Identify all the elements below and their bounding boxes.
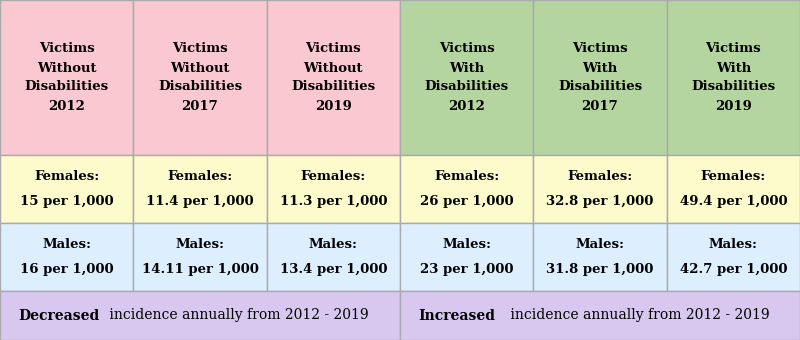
Bar	[266, 223, 400, 291]
Bar	[400, 0, 534, 155]
Text: 26 per 1,000: 26 per 1,000	[420, 194, 514, 207]
Text: Females:: Females:	[567, 170, 633, 184]
Text: Victims
Without
Disabilities
2012: Victims Without Disabilities 2012	[25, 42, 109, 113]
Text: Victims
With
Disabilities
2019: Victims With Disabilities 2019	[691, 42, 775, 113]
Text: Females:: Females:	[167, 170, 233, 184]
Bar	[666, 0, 800, 155]
Text: 16 per 1,000: 16 per 1,000	[20, 262, 114, 275]
Bar	[534, 0, 666, 155]
Text: incidence annually from 2012 - 2019: incidence annually from 2012 - 2019	[105, 308, 369, 323]
Text: Victims
Without
Disabilities
2019: Victims Without Disabilities 2019	[291, 42, 375, 113]
Text: 11.3 per 1,000: 11.3 per 1,000	[279, 194, 387, 207]
Text: Males:: Males:	[42, 238, 91, 252]
Bar	[0, 291, 400, 340]
Bar	[266, 0, 400, 155]
Text: 13.4 per 1,000: 13.4 per 1,000	[279, 262, 387, 275]
Text: Males:: Males:	[442, 238, 491, 252]
Bar	[134, 155, 266, 223]
Bar	[666, 155, 800, 223]
Bar	[534, 155, 666, 223]
Text: Females:: Females:	[301, 170, 366, 184]
Bar	[400, 291, 800, 340]
Text: Males:: Males:	[709, 238, 758, 252]
Bar	[266, 155, 400, 223]
Bar	[134, 0, 266, 155]
Text: Decreased: Decreased	[18, 308, 99, 323]
Text: Males:: Males:	[575, 238, 625, 252]
Text: Victims
With
Disabilities
2017: Victims With Disabilities 2017	[558, 42, 642, 113]
Text: Victims
Without
Disabilities
2017: Victims Without Disabilities 2017	[158, 42, 242, 113]
Text: 49.4 per 1,000: 49.4 per 1,000	[679, 194, 787, 207]
Text: Females:: Females:	[701, 170, 766, 184]
Text: Increased: Increased	[418, 308, 495, 323]
Text: 11.4 per 1,000: 11.4 per 1,000	[146, 194, 254, 207]
Text: Males:: Males:	[175, 238, 225, 252]
Bar	[0, 0, 134, 155]
Bar	[666, 223, 800, 291]
Text: 31.8 per 1,000: 31.8 per 1,000	[546, 262, 654, 275]
Bar	[400, 155, 534, 223]
Text: 15 per 1,000: 15 per 1,000	[20, 194, 114, 207]
Text: 32.8 per 1,000: 32.8 per 1,000	[546, 194, 654, 207]
Text: Males:: Males:	[309, 238, 358, 252]
Text: 14.11 per 1,000: 14.11 per 1,000	[142, 262, 258, 275]
Text: Victims
With
Disabilities
2012: Victims With Disabilities 2012	[425, 42, 509, 113]
Text: Females:: Females:	[34, 170, 99, 184]
Bar	[400, 223, 534, 291]
Bar	[0, 223, 134, 291]
Bar	[134, 223, 266, 291]
Bar	[0, 155, 134, 223]
Text: Females:: Females:	[434, 170, 499, 184]
Text: 23 per 1,000: 23 per 1,000	[420, 262, 514, 275]
Text: incidence annually from 2012 - 2019: incidence annually from 2012 - 2019	[506, 308, 770, 323]
Bar	[534, 223, 666, 291]
Text: 42.7 per 1,000: 42.7 per 1,000	[679, 262, 787, 275]
